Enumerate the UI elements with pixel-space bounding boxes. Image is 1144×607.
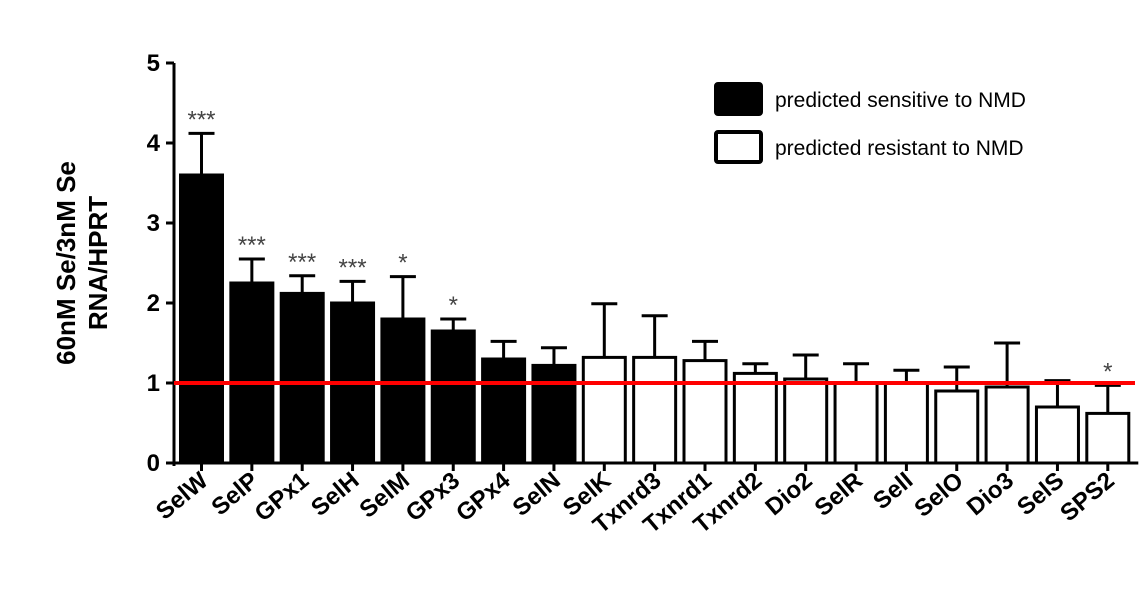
x-tick-label: GPx4	[451, 466, 516, 527]
bar-dio2	[783, 377, 829, 465]
significance-label: ***	[288, 249, 316, 276]
y-tick-label: 4	[147, 130, 161, 157]
x-tick-label: SelR	[810, 467, 868, 522]
bar-selw	[179, 173, 224, 465]
bar-dio3	[984, 385, 1030, 465]
bar-txnrd1	[682, 359, 728, 465]
significance-label: *	[449, 292, 458, 319]
y-axis-label: 60nM Se/3nM Se RNA/HPRT	[51, 161, 113, 365]
x-tick-label: SelM	[354, 467, 414, 524]
x-tick-label: SelN	[508, 467, 566, 522]
bar-selm	[380, 317, 426, 465]
x-axis: SelWSelPGPx1SelHSelMGPx3GPx4SelNSelKTxnr…	[151, 461, 1139, 539]
y-tick-label: 1	[147, 370, 160, 397]
significance-label: *	[1103, 358, 1112, 385]
bar-txnrd2	[732, 371, 778, 465]
bars: ********* *** ***	[179, 106, 1131, 465]
significance-label: ***	[238, 232, 266, 259]
y-tick-label: 0	[147, 450, 160, 477]
legend-label: predicted resistant to NMD	[775, 137, 1024, 160]
bar-selo	[934, 389, 980, 465]
bar-gpx3	[430, 329, 476, 465]
x-tick-label: SelI	[868, 467, 918, 515]
significance-label: *	[398, 250, 407, 277]
significance-label: ***	[339, 254, 367, 281]
bar-seli	[883, 381, 929, 465]
x-tick-label: GPx3	[401, 467, 465, 527]
bar-sps2	[1085, 411, 1131, 465]
x-tick-label: SelO	[909, 467, 968, 523]
bar-gpx1	[279, 291, 325, 465]
y-tick-label: 5	[147, 50, 160, 77]
legend-swatch	[714, 130, 763, 164]
x-tick-label: SelH	[306, 467, 364, 522]
y-axis: 0 1 2 3 4 5	[147, 50, 176, 477]
x-tick-label: Dio3	[962, 467, 1019, 521]
legend-label: predicted sensitive to NMD	[775, 89, 1026, 112]
bar-selp	[229, 281, 275, 465]
bar-sels	[1034, 405, 1080, 465]
x-tick-label: SPS2	[1055, 467, 1119, 527]
x-tick-label: GPx1	[250, 467, 314, 527]
bar-txnrd3	[632, 355, 678, 465]
bar-gpx4	[481, 357, 527, 465]
bar-selr	[833, 381, 879, 465]
y-tick-label: 2	[147, 290, 160, 317]
y-axis-label-line: RNA/HPRT	[83, 196, 113, 330]
significance-label: ***	[187, 106, 215, 133]
y-tick-label: 3	[147, 210, 160, 237]
bar-seln	[531, 363, 577, 465]
y-axis-label-line: 60nM Se/3nM Se	[51, 161, 81, 365]
legend-swatch	[714, 82, 763, 116]
x-tick-label: SelW	[151, 467, 214, 526]
x-tick-label: Dio2	[760, 467, 817, 521]
legend: predicted sensitive to NMD predicted resi…	[714, 82, 1026, 164]
bar-selk	[581, 355, 627, 465]
